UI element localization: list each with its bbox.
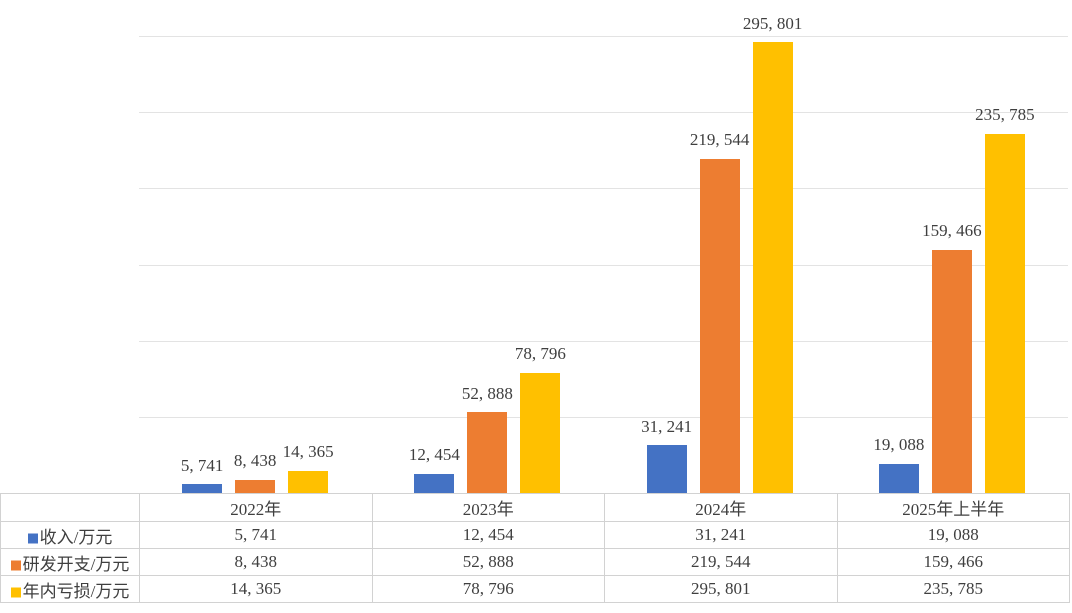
table-row-revenue: 收入/万元 5, 741 12, 454 31, 241 19, 088: [0, 521, 1070, 549]
bar-value-label: 8, 438: [233, 451, 277, 471]
value-cell-revenue-3: 19, 088: [836, 521, 1070, 549]
data-table: 2022年 2023年 2024年 2025年上半年收入/万元 5, 741 12, 45…: [0, 493, 1070, 603]
value-cell-annual-loss-2: 295, 801: [604, 575, 838, 603]
legend-swatch-icon: [10, 587, 21, 597]
table-header-row: 2022年 2023年 2024年 2025年上半年: [0, 493, 1070, 522]
bar-value-label: 159, 466: [922, 221, 982, 241]
bar-value-label: 52, 888: [461, 383, 513, 403]
value-cell-rd-expense-1: 52, 888: [371, 548, 605, 576]
bar-annual-loss-1: 78, 796: [515, 345, 566, 493]
bar-annual-loss-0: 14, 365: [283, 443, 334, 493]
bar-value-label: 295, 801: [742, 13, 803, 33]
bar-value-label: 12, 454: [408, 445, 460, 465]
bar-value-label: 219, 544: [689, 129, 750, 149]
table-row-rd-expense: 研发开支/万元 8, 438 52, 888 219, 544 159, 466: [0, 548, 1070, 576]
value-cell-rd-expense-0: 8, 438: [139, 548, 373, 576]
year-header-1: 2023年: [371, 493, 605, 522]
series-name: 研发开支/万元: [22, 554, 130, 574]
value-cell-rd-expense-3: 159, 466: [836, 548, 1070, 576]
bar-revenue-2: 31, 241: [641, 417, 692, 493]
series-label-revenue: 收入/万元: [0, 521, 140, 549]
bar-revenue-1: 12, 454: [409, 446, 460, 493]
legend-swatch-icon: [10, 560, 21, 570]
bar-value-label: 19, 088: [873, 435, 925, 455]
plot-area: 5, 741 8, 438 14, 365 12, 454 52, 888 78, 796…: [139, 14, 1068, 493]
bar-revenue-3: 19, 088: [873, 436, 924, 493]
value-cell-revenue-2: 31, 241: [604, 521, 838, 549]
year-header-3: 2025年上半年: [836, 493, 1070, 522]
gridline: [139, 36, 1068, 37]
legend-swatch-icon: [27, 533, 38, 543]
data-table-body: 2022年 2023年 2024年 2025年上半年收入/万元 5, 741 12, 45…: [0, 493, 1070, 603]
series-name: 收入/万元: [39, 527, 113, 547]
bar-annual-loss-3: 235, 785: [975, 105, 1035, 493]
value-cell-annual-loss-1: 78, 796: [371, 575, 605, 603]
gridline: [139, 188, 1068, 190]
year-header-0: 2022年: [139, 493, 373, 522]
bar-revenue-0: 5, 741: [181, 456, 223, 493]
value-cell-annual-loss-0: 14, 365: [139, 575, 373, 603]
value-cell-revenue-1: 12, 454: [371, 521, 605, 549]
value-cell-rd-expense-2: 219, 544: [604, 548, 838, 576]
gridline: [139, 264, 1068, 266]
bar-rd-expense-0: 8, 438: [234, 452, 276, 493]
series-label-rd-expense: 研发开支/万元: [0, 548, 140, 576]
table-row-annual-loss: 年内亏损/万元 14, 365 78, 796 295, 801 235, 785: [0, 575, 1070, 603]
bar-rd-expense-1: 52, 888: [462, 384, 513, 493]
bar-group-1: 12, 454 52, 888 78, 796: [371, 36, 603, 493]
bar-value-label: 5, 741: [180, 455, 224, 475]
table-corner-cell: [0, 493, 140, 522]
gridline: [139, 112, 1068, 114]
bar-value-label: 235, 785: [975, 105, 1035, 125]
bar-value-label: 31, 241: [641, 416, 693, 436]
series-label-annual-loss: 年内亏损/万元: [0, 575, 140, 603]
bar-rd-expense-2: 219, 544: [690, 130, 749, 493]
bar-group-0: 5, 741 8, 438 14, 365: [139, 36, 371, 493]
bar-value-label: 78, 796: [514, 344, 566, 364]
series-name: 年内亏损/万元: [22, 581, 130, 601]
value-cell-revenue-0: 5, 741: [139, 521, 373, 549]
year-header-2: 2024年: [604, 493, 838, 522]
bar-group-2: 31, 241 219, 544 295, 801: [604, 14, 836, 493]
bar-value-label: 14, 365: [282, 442, 334, 462]
gridline: [139, 416, 1068, 418]
bar-annual-loss-2: 295, 801: [743, 14, 802, 493]
value-cell-annual-loss-3: 235, 785: [836, 575, 1070, 603]
bar-rd-expense-3: 159, 466: [922, 222, 982, 493]
bar-group-3: 19, 088 159, 466 235, 785: [836, 36, 1068, 493]
gridline: [139, 340, 1068, 342]
